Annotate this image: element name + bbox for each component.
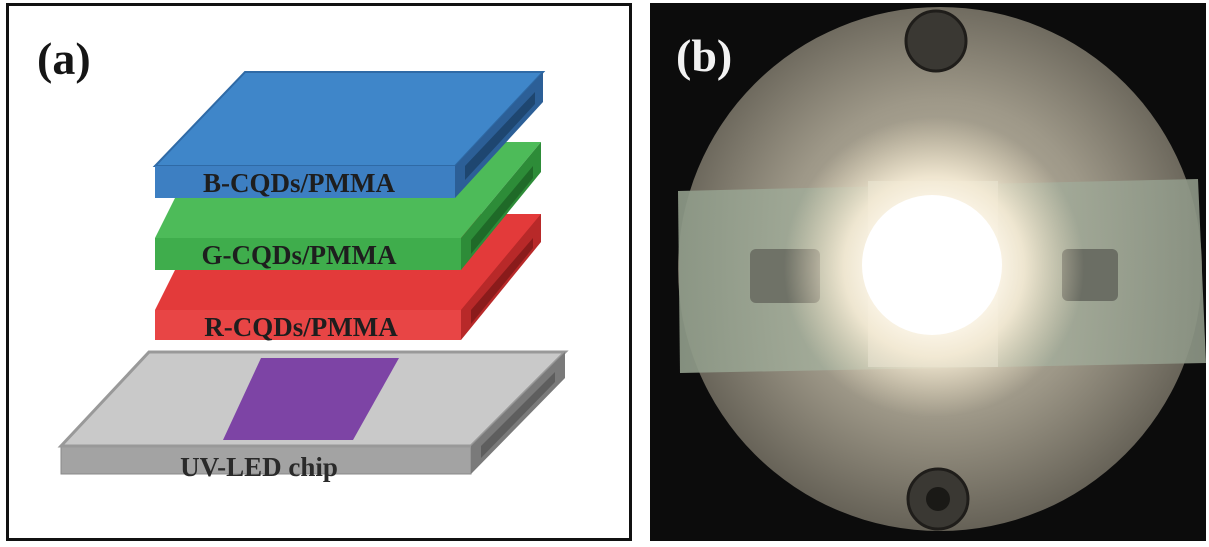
- layer-r-label: R-CQDs/PMMA: [204, 312, 398, 342]
- panel-a-schematic: UV-LED chip R-CQDs/PMMA G-CQDs/PMMA B-CQ…: [6, 3, 632, 541]
- device-structure-diagram: UV-LED chip R-CQDs/PMMA G-CQDs/PMMA B-CQ…: [57, 71, 569, 482]
- top-screw: [904, 9, 968, 73]
- layer-b-cqds: B-CQDs/PMMA: [152, 71, 546, 198]
- layer-g-label: G-CQDs/PMMA: [202, 240, 397, 270]
- led-photograph: [678, 7, 1206, 531]
- panel-a-label: (a): [37, 33, 91, 84]
- led-die: [223, 358, 399, 440]
- panel-b-photo: (b): [650, 3, 1206, 541]
- uv-led-chip: UV-LED chip: [57, 350, 569, 482]
- layer-b-label: B-CQDs/PMMA: [203, 168, 395, 198]
- chip-label: UV-LED chip: [180, 452, 338, 482]
- panel-b-label: (b): [676, 30, 733, 81]
